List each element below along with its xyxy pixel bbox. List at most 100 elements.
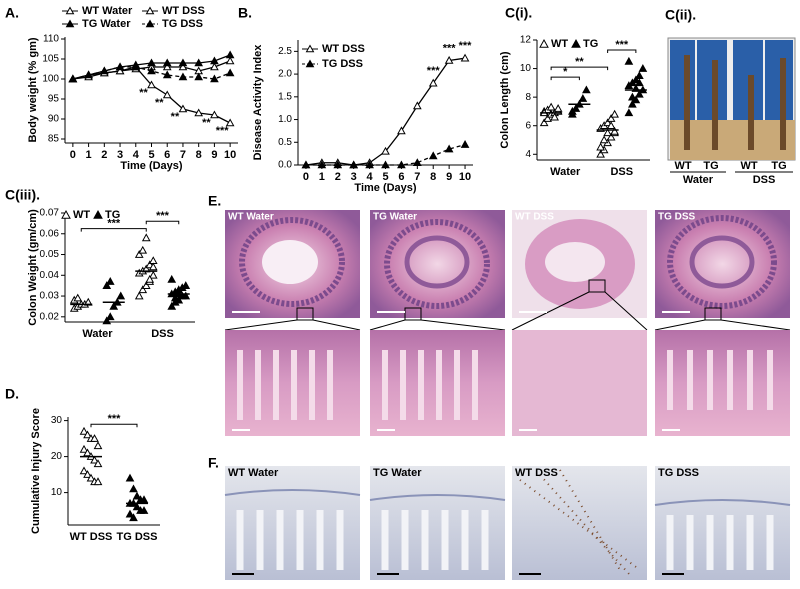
y-tick-label: 0.05 <box>40 249 60 260</box>
point <box>93 441 103 450</box>
point <box>178 58 188 67</box>
point <box>139 506 149 514</box>
point <box>546 102 556 111</box>
x-tick-label: DSS <box>610 166 633 178</box>
point <box>397 126 406 135</box>
point <box>79 426 89 435</box>
annotation: *** <box>108 413 122 425</box>
point <box>93 459 103 468</box>
panel-label: F. <box>208 455 219 471</box>
point <box>568 106 577 115</box>
x-tick-label: 2 <box>335 171 341 183</box>
panel-label: C(ii). <box>665 7 696 23</box>
point <box>181 281 191 289</box>
bracket <box>550 76 580 81</box>
point <box>147 66 156 75</box>
y-tick-label: 110 <box>43 34 59 45</box>
annotation: *** <box>615 39 629 51</box>
point <box>194 72 204 81</box>
point <box>603 118 612 127</box>
point <box>162 62 172 71</box>
y-tick-label: 20 <box>51 451 63 462</box>
x-tick-label: 9 <box>446 171 452 183</box>
colon-photo <box>667 37 796 161</box>
image-label: TG DSS <box>658 212 696 223</box>
point <box>553 104 563 112</box>
x-tick-label: 5 <box>148 149 154 161</box>
x-tick-label: 7 <box>414 171 420 183</box>
point <box>129 484 138 493</box>
point <box>624 56 634 65</box>
point <box>550 112 559 121</box>
x-tick-label: 4 <box>367 171 374 183</box>
legend-marker <box>93 209 103 219</box>
point <box>539 118 549 127</box>
point <box>134 249 144 258</box>
x-tick-label: WT DSS <box>70 531 113 543</box>
annotation: ** <box>575 56 584 68</box>
image-label: TG Water <box>373 467 422 479</box>
point <box>606 132 616 141</box>
point <box>610 126 619 135</box>
x-tick-label: 2 <box>101 149 107 161</box>
x-tick-label: TG DSS <box>117 531 158 543</box>
annotation: *** <box>156 210 170 222</box>
point <box>628 99 637 108</box>
point <box>596 149 605 158</box>
point <box>105 276 115 285</box>
x-tick-label: 9 <box>211 149 217 161</box>
lane-label: WT <box>740 160 757 172</box>
image-label: WT Water <box>228 212 274 223</box>
point <box>428 151 438 160</box>
image-label: WT DSS <box>515 467 558 479</box>
point <box>132 491 142 500</box>
x-tick-label: 1 <box>319 171 325 183</box>
point <box>132 502 142 511</box>
point <box>596 142 605 151</box>
y-tick-label: 0.0 <box>278 160 292 171</box>
annotation: ** <box>139 87 148 99</box>
panel-label: C(iii). <box>5 187 40 203</box>
y-tick-label: 95 <box>48 94 60 105</box>
point <box>138 245 148 254</box>
point <box>635 78 644 87</box>
y-tick-label: 100 <box>42 74 59 85</box>
point <box>115 62 125 71</box>
point <box>141 281 151 289</box>
x-tick-label: Water <box>82 328 113 340</box>
y-tick-label: 90 <box>48 114 60 125</box>
x-tick-label: 0 <box>70 149 76 161</box>
point <box>210 110 219 119</box>
point <box>73 293 83 302</box>
annotation: *** <box>427 65 441 77</box>
y-tick-label: 12 <box>520 35 532 46</box>
y-tick-label: 0.5 <box>278 137 292 148</box>
point <box>610 109 619 118</box>
point <box>624 108 634 117</box>
legend-marker <box>65 6 75 15</box>
point <box>148 270 158 279</box>
point <box>167 301 177 310</box>
point <box>178 72 188 81</box>
image-label: TG DSS <box>658 467 699 479</box>
point <box>86 473 96 482</box>
point <box>635 71 644 80</box>
point <box>90 455 99 464</box>
point <box>606 121 616 130</box>
y-tick-label: 30 <box>51 415 63 426</box>
point <box>138 285 148 294</box>
point <box>194 58 204 67</box>
point <box>582 85 591 94</box>
panel-label: B. <box>238 5 252 21</box>
legend-label: WT DSS <box>162 5 205 17</box>
legend-marker <box>571 38 581 48</box>
point <box>131 62 141 71</box>
point <box>460 140 470 148</box>
panel-label: E. <box>208 193 221 209</box>
point <box>141 233 151 242</box>
x-tick-label: Water <box>550 166 581 178</box>
legend-label: WT Water <box>82 5 133 17</box>
annotation: *** <box>459 40 473 52</box>
bracket <box>550 66 609 71</box>
point <box>635 89 644 98</box>
